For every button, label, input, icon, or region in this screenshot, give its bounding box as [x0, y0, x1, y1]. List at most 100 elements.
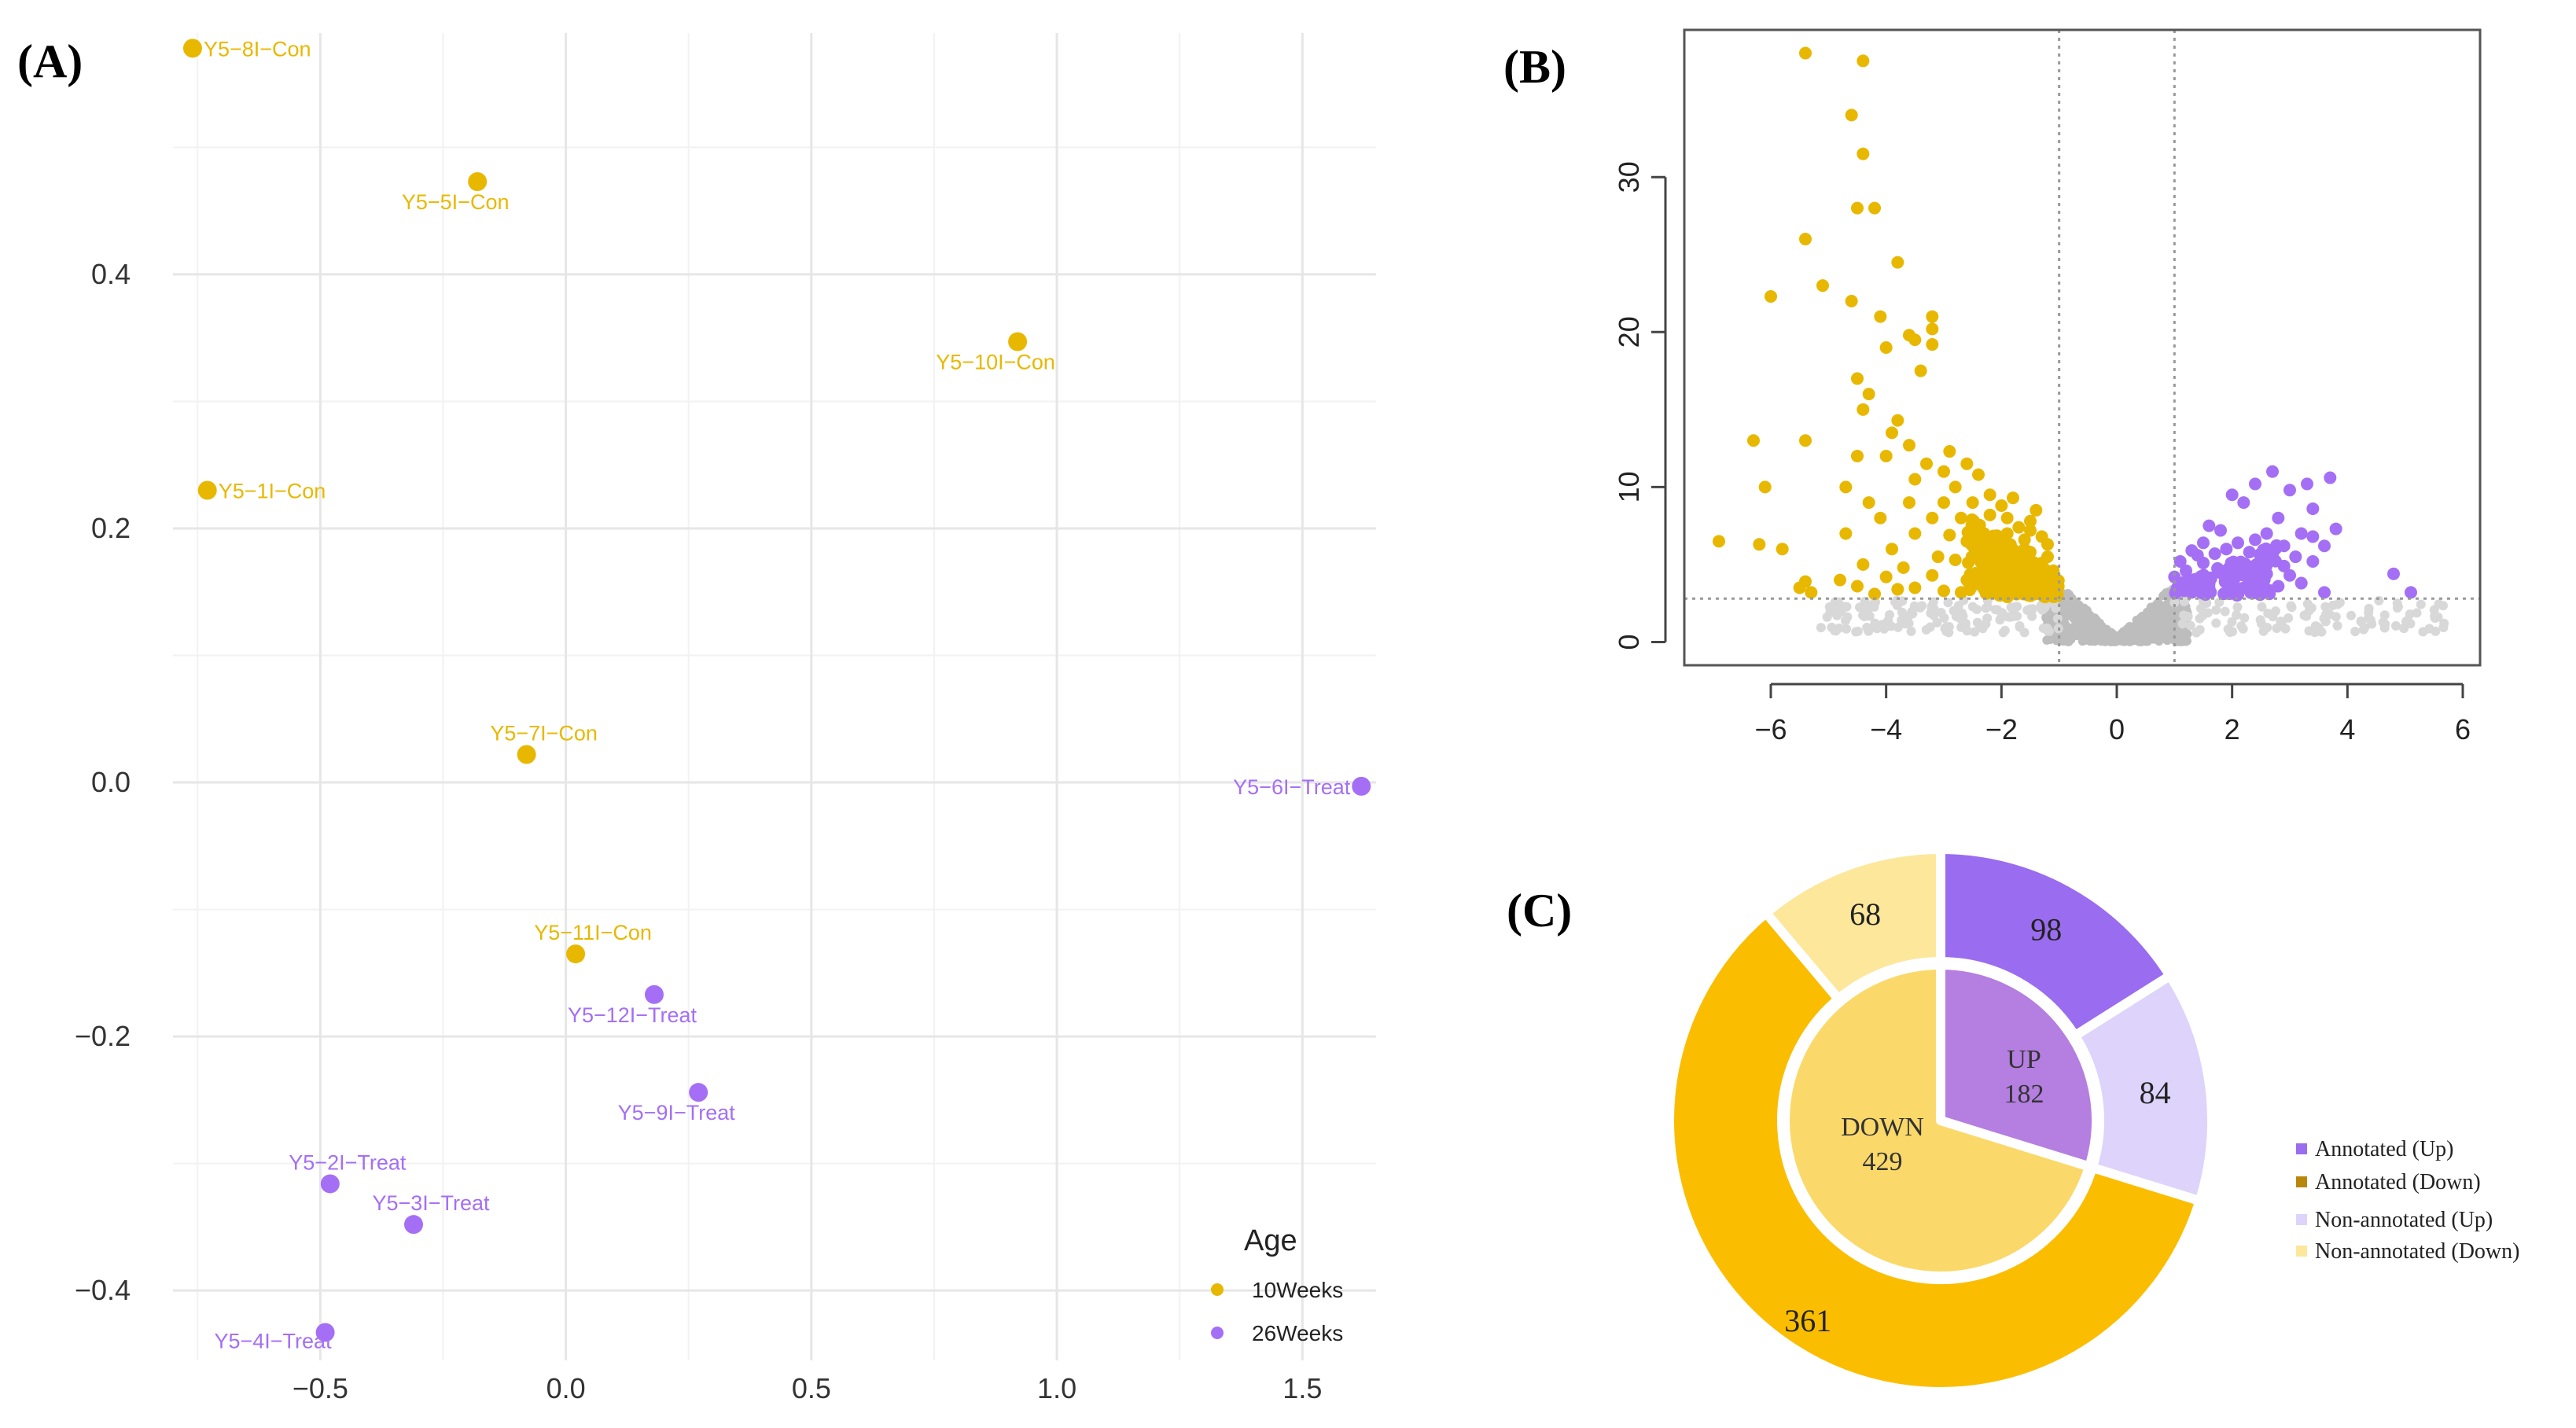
volcano-ns-point	[2110, 635, 2120, 645]
volcano-threshold-lines	[1684, 30, 2480, 665]
pca-legend: Age 10Weeks 26Weeks	[1211, 1224, 1343, 1345]
volcano-down-point	[2018, 565, 2031, 579]
volcano-down-point	[1903, 496, 1915, 510]
volcano-up-point	[2405, 586, 2417, 599]
volcano-ns-point	[1904, 611, 1914, 621]
volcano-up-point	[2225, 558, 2239, 571]
volcano-ns-point	[2140, 613, 2150, 622]
volcano-up-point	[2237, 581, 2250, 594]
volcano-ns-point	[2077, 637, 2087, 646]
volcano-ns-point	[2239, 613, 2250, 623]
volcano-ns-point	[1960, 622, 1971, 632]
volcano-down-point	[2000, 511, 2014, 524]
volcano-ns-point	[2060, 629, 2070, 639]
volcano-up-point	[2225, 488, 2239, 502]
volcano-up-point	[2266, 549, 2279, 562]
volcano-up-point	[2202, 519, 2216, 532]
volcano-down-point	[1908, 473, 1922, 486]
volcano-down-point	[1926, 511, 1939, 524]
donut-slice-up	[1936, 960, 2101, 1172]
volcano-x-tick-label: −6	[1754, 713, 1787, 745]
volcano-up-point	[2243, 546, 2256, 559]
volcano-ns-point	[2028, 604, 2038, 614]
volcano-down-point	[1908, 527, 1922, 540]
volcano-ns-point	[2126, 628, 2136, 638]
volcano-down-point	[2041, 538, 2054, 551]
volcano-down-point	[2024, 514, 2037, 528]
volcano-up-point	[2208, 547, 2221, 561]
volcano-down-point	[2012, 521, 2026, 534]
volcano-up-point	[2217, 587, 2231, 601]
volcano-down-point	[1851, 372, 1864, 385]
volcano-ns-point	[2151, 625, 2161, 635]
volcano-ns-point	[2257, 602, 2267, 612]
volcano-down-point	[1799, 434, 1812, 447]
volcano-up-point	[2306, 502, 2320, 515]
volcano-down-point	[1776, 543, 1789, 556]
volcano-ns-point	[2392, 603, 2402, 613]
volcano-down-point	[1799, 46, 1812, 60]
volcano-ns-point	[1958, 611, 1968, 621]
volcano-down-point	[1949, 553, 1962, 566]
volcano-down-point	[1989, 541, 2002, 554]
volcano-down-point	[1908, 581, 1922, 594]
volcano-ns-point	[2062, 604, 2071, 613]
volcano-up-point	[2387, 567, 2400, 580]
volcano-x-tick-label: 2	[2225, 713, 2240, 745]
volcano-down-point	[2035, 580, 2048, 593]
pca-point	[197, 480, 217, 500]
volcano-ns-point	[2063, 588, 2073, 598]
volcano-ns-point	[2434, 599, 2444, 609]
volcano-ns-point	[1932, 617, 1942, 628]
volcano-ns-point	[2169, 598, 2180, 608]
pca-x-tick-label: 1.5	[1282, 1372, 1322, 1404]
volcano-up-point	[2260, 567, 2273, 580]
volcano-down-point	[1926, 569, 1939, 582]
pca-point-label: Y5−11I−Con	[534, 921, 652, 944]
volcano-down-point	[1972, 549, 1985, 562]
volcano-up-point	[2249, 576, 2261, 590]
volcano-down-point	[1949, 480, 1962, 494]
volcano-down-point	[1978, 583, 1991, 596]
volcano-ns-point	[2175, 637, 2184, 646]
volcano-ns-point	[1997, 608, 2007, 618]
volcano-ns-point	[2332, 620, 2342, 631]
volcano-up-point	[2237, 496, 2250, 510]
volcano-ns-point	[2232, 602, 2243, 613]
pca-point-label: Y5−1I−Con	[219, 480, 326, 503]
volcano-points	[1713, 46, 2449, 646]
donut-outer-value-label: 361	[1784, 1303, 1831, 1338]
pca-point-label: Y5−5I−Con	[402, 190, 510, 214]
volcano-down-point	[1995, 499, 2008, 513]
volcano-ns-point	[1906, 626, 1916, 636]
volcano-down-point	[1857, 558, 1870, 571]
volcano-down-point	[2030, 503, 2043, 517]
pca-x-tick-label: 1.0	[1037, 1372, 1076, 1404]
volcano-ns-point	[2202, 608, 2213, 618]
volcano-down-point	[1891, 583, 1904, 596]
pca-point	[315, 1323, 335, 1342]
volcano-x-tick-label: −2	[1985, 713, 2018, 745]
volcano-x-tick-label: 4	[2339, 713, 2355, 745]
volcano-ns-point	[1982, 613, 1993, 624]
volcano-down-point	[1926, 322, 1939, 336]
volcano-down-point	[1799, 575, 1812, 588]
volcano-down-point	[1862, 388, 1875, 401]
volcano-x-axis: −6 −4 −2 0 2 4 6	[1754, 683, 2471, 745]
pca-point	[404, 1215, 423, 1235]
volcano-ns-point	[2133, 615, 2142, 624]
volcano-down-point	[1943, 445, 1956, 458]
donut-legend-label: Non-annotated (Down)	[2315, 1239, 2519, 1264]
pca-point	[1008, 332, 1028, 351]
volcano-ns-point	[2214, 597, 2225, 607]
pca-plot-background	[173, 33, 1376, 1360]
volcano-ns-point	[2283, 613, 2294, 623]
volcano-down-point	[1886, 543, 1898, 556]
volcano-ns-point	[2038, 623, 2048, 633]
donut-slice-down	[1780, 960, 2095, 1281]
volcano-down-point	[1851, 201, 1864, 215]
volcano-down-point	[1943, 528, 1956, 542]
volcano-up-point	[2214, 524, 2227, 537]
donut-outer-value-label: 98	[2030, 912, 2062, 948]
volcano-ns-point	[2177, 619, 2188, 629]
